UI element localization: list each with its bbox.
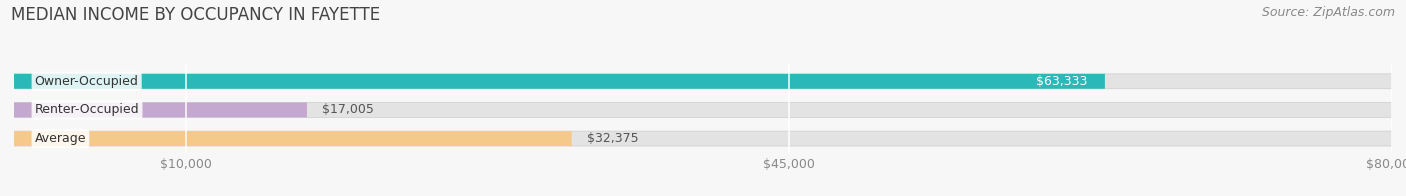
FancyBboxPatch shape <box>14 131 1392 146</box>
Text: $63,333: $63,333 <box>1036 75 1088 88</box>
Text: Renter-Occupied: Renter-Occupied <box>35 103 139 116</box>
FancyBboxPatch shape <box>14 103 307 117</box>
FancyBboxPatch shape <box>14 131 572 146</box>
FancyBboxPatch shape <box>14 74 1105 89</box>
Text: $32,375: $32,375 <box>588 132 638 145</box>
Text: Source: ZipAtlas.com: Source: ZipAtlas.com <box>1261 6 1395 19</box>
Text: $17,005: $17,005 <box>322 103 374 116</box>
FancyBboxPatch shape <box>14 103 1392 117</box>
Text: Average: Average <box>35 132 86 145</box>
Text: MEDIAN INCOME BY OCCUPANCY IN FAYETTE: MEDIAN INCOME BY OCCUPANCY IN FAYETTE <box>11 6 381 24</box>
FancyBboxPatch shape <box>14 74 1392 89</box>
Text: Owner-Occupied: Owner-Occupied <box>35 75 139 88</box>
